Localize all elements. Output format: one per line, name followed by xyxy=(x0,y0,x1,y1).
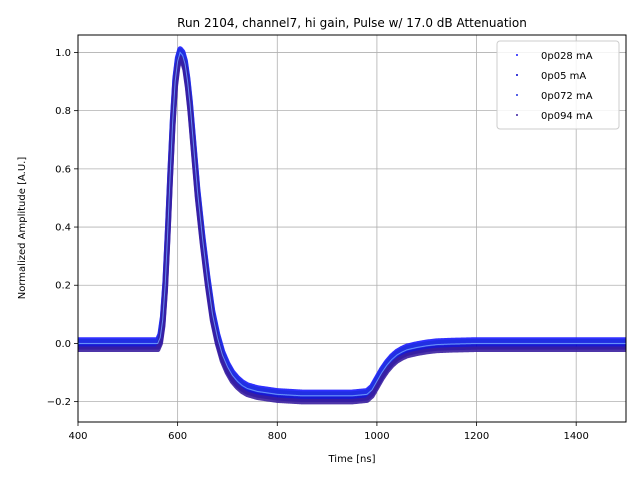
x-tick-label: 400 xyxy=(68,431,87,442)
legend-box xyxy=(496,40,620,130)
x-axis: 400 600 800 1000 1200 1400 xyxy=(68,422,589,442)
waveform-group xyxy=(78,46,626,405)
y-tick-label: 0.6 xyxy=(55,164,71,175)
waveform-core xyxy=(78,51,626,397)
plot-area xyxy=(78,46,626,405)
legend-marker xyxy=(516,74,518,76)
legend-label: 0p028 mA xyxy=(541,51,593,62)
y-tick-label: 0.2 xyxy=(55,281,71,292)
y-tick-label: −0.2 xyxy=(47,397,71,408)
x-axis-label: Time [ns] xyxy=(327,454,375,465)
y-tick-label: 0.0 xyxy=(55,339,71,350)
x-tick-label: 1000 xyxy=(364,431,389,442)
legend-marker xyxy=(516,94,518,96)
legend: 0p028 mA 0p05 mA 0p072 mA 0p094 mA xyxy=(496,40,620,130)
y-tick-label: 1.0 xyxy=(55,48,71,59)
chart-title: Run 2104, channel7, hi gain, Pulse w/ 17… xyxy=(177,16,527,30)
y-tick-label: 0.4 xyxy=(55,223,71,234)
legend-marker xyxy=(516,54,518,56)
legend-label: 0p072 mA xyxy=(541,91,593,102)
y-axis: −0.2 0.0 0.2 0.4 0.6 0.8 1.0 xyxy=(47,48,78,408)
y-tick-label: 0.8 xyxy=(55,106,71,117)
x-tick-label: 800 xyxy=(268,431,287,442)
y-axis-label: Normalized Amplitude [A.U.] xyxy=(17,157,28,300)
axes-frame xyxy=(77,34,627,423)
x-tick-label: 600 xyxy=(168,431,187,442)
legend-label: 0p094 mA xyxy=(541,111,593,122)
x-tick-label: 1400 xyxy=(563,431,588,442)
x-tick-label: 1200 xyxy=(464,431,489,442)
legend-label: 0p05 mA xyxy=(541,71,586,82)
legend-marker xyxy=(516,114,518,116)
